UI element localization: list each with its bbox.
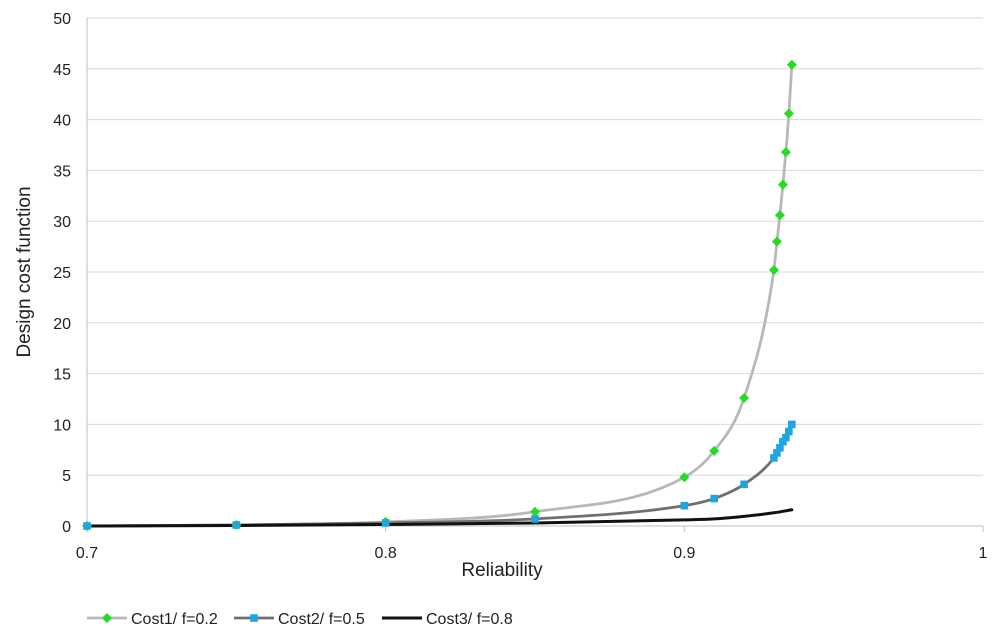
- series-1-point: [784, 109, 794, 119]
- y-tick-label: 40: [53, 113, 71, 130]
- series-2-point: [233, 521, 241, 529]
- series-2-point: [531, 515, 539, 523]
- series-1-point: [775, 210, 785, 220]
- x-tick-label: 0.7: [76, 545, 98, 562]
- y-tick-label: 35: [53, 163, 71, 180]
- series-line-1: [87, 65, 792, 526]
- x-tick-label: 1: [979, 545, 988, 562]
- series-1-point: [781, 147, 791, 157]
- series-line-3: [87, 510, 792, 526]
- y-tick-label: 20: [53, 316, 71, 333]
- series-2-point: [83, 522, 91, 530]
- series-1-point: [769, 265, 779, 275]
- legend-label-3: Cost3/ f=0.8: [426, 611, 513, 627]
- series-2-point: [785, 428, 793, 436]
- series-1-point: [778, 180, 788, 190]
- y-tick-label: 15: [53, 367, 71, 384]
- y-tick-label: 25: [53, 265, 71, 282]
- y-tick-label: 50: [53, 11, 71, 28]
- series-1-point: [787, 60, 797, 70]
- y-axis-title: Design cost function: [14, 186, 35, 357]
- x-tick-label: 0.9: [673, 545, 695, 562]
- y-tick-label: 5: [62, 468, 71, 485]
- legend-label-2: Cost2/ f=0.5: [278, 611, 365, 627]
- series-1-point: [772, 237, 782, 247]
- series-2-point: [382, 519, 390, 527]
- y-tick-label: 10: [53, 417, 71, 434]
- y-tick-label: 0: [62, 519, 71, 536]
- y-tick-label: 45: [53, 62, 71, 79]
- series-2-point: [710, 495, 718, 503]
- series-2-point: [740, 481, 748, 489]
- series-2-point: [681, 502, 689, 510]
- series-1-point: [739, 393, 749, 403]
- x-tick-label: 0.8: [375, 545, 397, 562]
- y-tick-label: 30: [53, 214, 71, 231]
- x-axis-title: Reliability: [461, 560, 543, 581]
- legend-label-1: Cost1/ f=0.2: [131, 611, 218, 627]
- legend-marker-2: [250, 614, 258, 622]
- series-2-point: [788, 421, 796, 429]
- legend-marker-1: [102, 613, 112, 623]
